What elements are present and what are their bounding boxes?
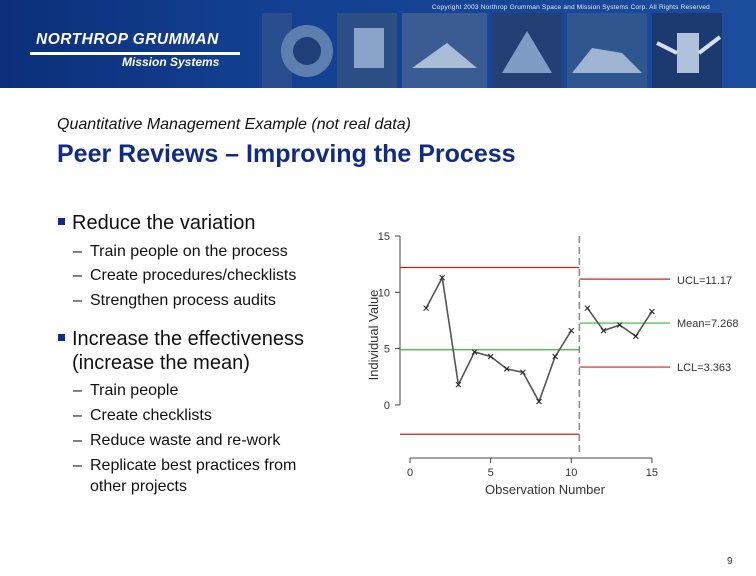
data-point — [487, 353, 494, 360]
data-point — [584, 305, 591, 311]
data-point — [503, 366, 510, 372]
y-tick-label: 5 — [384, 344, 390, 356]
series-line-phase2 — [586, 307, 653, 338]
slide-title: Peer Reviews – Improving the Process — [57, 140, 516, 168]
copyright-notice: Copyright 2003 Northrop Grumman Space an… — [431, 4, 710, 11]
control-chart: 0 5 10 15 0 5 10 15 Observation Number Individual… — [366, 231, 738, 497]
data-point — [616, 322, 623, 328]
lcl-label: LCL=3.363 — [677, 362, 731, 374]
division-name: Mission Systems — [122, 55, 220, 69]
bullet-reduce-variation: Reduce the variation — [58, 212, 255, 235]
x-tick-label: 5 — [488, 467, 494, 479]
bullet-square-icon — [58, 334, 65, 342]
data-point — [423, 305, 429, 311]
data-point — [455, 381, 462, 388]
x-tick-label: 0 — [407, 467, 413, 479]
list-item: – Create procedures/checklists — [73, 267, 297, 284]
mean-label: Mean=7.268 — [677, 318, 738, 330]
bullet-square-icon — [58, 218, 65, 226]
data-point — [568, 327, 575, 334]
data-point — [600, 327, 607, 334]
bullet-increase-effectiveness-cont: (increase the mean) — [72, 352, 250, 374]
bullet-increase-effectiveness: Increase the effectiveness — [58, 328, 304, 351]
list-item: – Replicate best practices from — [73, 457, 297, 474]
data-point — [649, 308, 655, 315]
x-tick-label: 10 — [565, 467, 577, 479]
data-point — [439, 274, 446, 281]
x-axis-title: Observation Number — [485, 482, 606, 497]
ucl-label: UCL=11.17 — [677, 275, 732, 287]
header-banner: Copyright 2003 Northrop Grumman Space an… — [0, 0, 756, 88]
data-point — [520, 369, 526, 376]
data-point — [471, 349, 478, 355]
data-point — [536, 398, 542, 405]
series-line-phase1 — [425, 275, 572, 404]
list-item: – Reduce waste and re-work — [73, 432, 281, 449]
list-item-continuation: other projects — [90, 478, 187, 495]
data-point — [552, 353, 559, 360]
list-item: – Strengthen process audits — [73, 292, 276, 309]
logo-divider — [30, 52, 240, 55]
y-tick-label: 15 — [378, 231, 390, 243]
list-item: – Create checklists — [73, 407, 212, 424]
company-logo-wordmark: NORTHROP GRUMMAN — [36, 31, 219, 48]
data-point — [632, 333, 639, 340]
page-number: 9 — [727, 556, 733, 567]
list-item: – Train people on the process — [73, 243, 288, 260]
photo-montage — [262, 13, 722, 88]
y-tick-label: 10 — [378, 287, 390, 299]
y-axis-title: Individual Value — [366, 290, 381, 381]
list-item: – Train people — [73, 382, 179, 399]
y-tick-label: 0 — [384, 400, 390, 412]
slide-subtitle: Quantitative Management Example (not rea… — [57, 116, 411, 133]
x-tick-label: 15 — [646, 467, 658, 479]
